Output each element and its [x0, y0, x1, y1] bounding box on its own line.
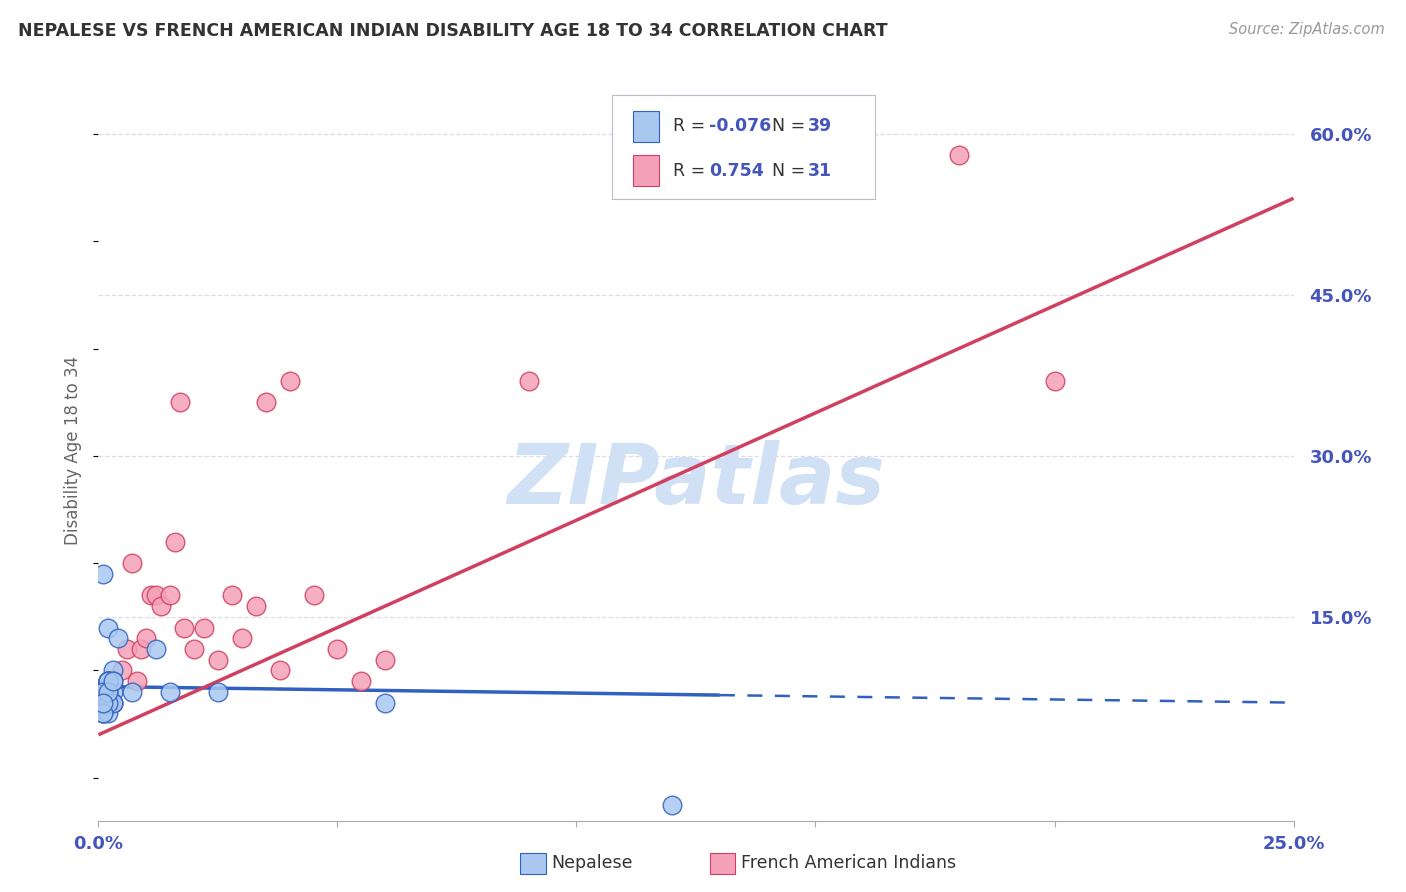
- Point: [91, 706, 114, 721]
- Point: [948, 148, 970, 162]
- Point: [326, 642, 349, 657]
- Point: [97, 685, 120, 699]
- Point: [135, 632, 157, 646]
- Point: [91, 706, 114, 721]
- Text: -0.076: -0.076: [709, 117, 772, 136]
- Point: [97, 685, 120, 699]
- Text: French American Indians: French American Indians: [741, 855, 956, 872]
- Y-axis label: Disability Age 18 to 34: Disability Age 18 to 34: [65, 356, 83, 545]
- Point: [97, 696, 120, 710]
- Point: [111, 664, 134, 678]
- Point: [91, 696, 114, 710]
- Point: [125, 674, 148, 689]
- Text: N =: N =: [772, 161, 811, 179]
- Text: N =: N =: [772, 117, 811, 136]
- Point: [350, 674, 373, 689]
- Text: 31: 31: [808, 161, 832, 179]
- FancyBboxPatch shape: [613, 95, 876, 199]
- Point: [91, 685, 114, 699]
- Point: [91, 696, 114, 710]
- Point: [91, 685, 114, 699]
- Point: [91, 685, 114, 699]
- Point: [131, 642, 153, 657]
- Text: R =: R =: [673, 117, 711, 136]
- Text: Source: ZipAtlas.com: Source: ZipAtlas.com: [1229, 22, 1385, 37]
- Point: [149, 599, 172, 613]
- Point: [145, 588, 167, 602]
- Text: 0.754: 0.754: [709, 161, 763, 179]
- Point: [245, 599, 267, 613]
- Point: [163, 534, 186, 549]
- Point: [193, 620, 215, 634]
- Point: [115, 642, 138, 657]
- Point: [145, 642, 167, 657]
- Point: [221, 588, 243, 602]
- Point: [101, 696, 124, 710]
- Point: [97, 685, 120, 699]
- Point: [97, 674, 120, 689]
- Point: [97, 674, 120, 689]
- Text: ZIPatlas: ZIPatlas: [508, 440, 884, 521]
- Point: [101, 664, 124, 678]
- Point: [207, 685, 229, 699]
- Point: [1043, 374, 1066, 388]
- Point: [97, 696, 120, 710]
- Point: [101, 674, 124, 689]
- Text: Nepalese: Nepalese: [551, 855, 633, 872]
- Point: [97, 674, 120, 689]
- Point: [517, 374, 540, 388]
- Point: [183, 642, 205, 657]
- Point: [159, 588, 181, 602]
- Point: [302, 588, 325, 602]
- Point: [101, 696, 124, 710]
- Point: [173, 620, 195, 634]
- Point: [374, 653, 396, 667]
- Point: [278, 374, 301, 388]
- Point: [91, 566, 114, 581]
- FancyBboxPatch shape: [633, 155, 659, 186]
- Point: [97, 674, 120, 689]
- Point: [207, 653, 229, 667]
- Point: [97, 706, 120, 721]
- Point: [101, 696, 124, 710]
- Point: [97, 674, 120, 689]
- Point: [121, 556, 143, 570]
- Point: [269, 664, 291, 678]
- Point: [139, 588, 162, 602]
- Point: [101, 674, 124, 689]
- Point: [91, 706, 114, 721]
- Point: [91, 696, 114, 710]
- Point: [231, 632, 253, 646]
- Text: R =: R =: [673, 161, 711, 179]
- Point: [97, 685, 120, 699]
- Point: [169, 395, 191, 409]
- Point: [159, 685, 181, 699]
- Point: [661, 797, 683, 812]
- FancyBboxPatch shape: [633, 111, 659, 142]
- Point: [254, 395, 277, 409]
- Point: [91, 685, 114, 699]
- Point: [91, 696, 114, 710]
- Point: [97, 696, 120, 710]
- Point: [91, 685, 114, 699]
- Text: NEPALESE VS FRENCH AMERICAN INDIAN DISABILITY AGE 18 TO 34 CORRELATION CHART: NEPALESE VS FRENCH AMERICAN INDIAN DISAB…: [18, 22, 889, 40]
- Point: [107, 632, 129, 646]
- Point: [97, 620, 120, 634]
- Point: [121, 685, 143, 699]
- Point: [374, 696, 396, 710]
- Text: 39: 39: [808, 117, 832, 136]
- Point: [101, 685, 124, 699]
